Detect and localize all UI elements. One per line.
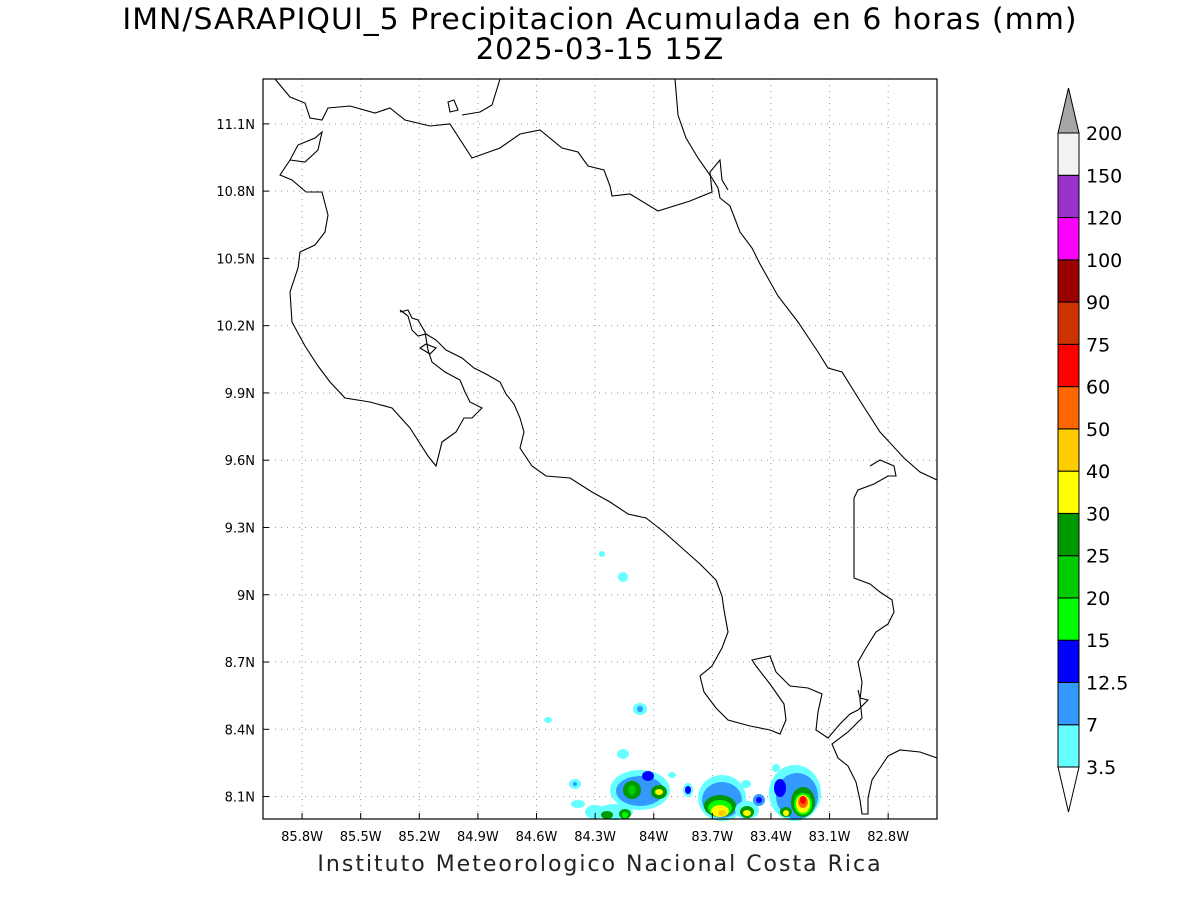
lon-tick-label: 85.8W [281,830,323,845]
rain-cell [573,782,577,786]
rain-cell [618,572,628,582]
colorbar-level-label: 50 [1086,419,1110,441]
map-frame [262,78,938,820]
island-chira [418,343,437,355]
lat-tick-label: 10.2N [216,320,255,335]
lat-tick-label: 9.3N [225,521,255,536]
rain-cell [685,786,691,794]
nicoya-pacific-coast [279,130,483,468]
colorbar-level-label: 60 [1086,377,1110,399]
colorbar-swatch [1057,555,1080,599]
caribbean-coast [674,78,938,481]
lat-tick-label: 9.9N [225,387,255,402]
rain-cell [655,789,663,795]
colorbar-level-label: 3.5 [1086,757,1116,779]
lon-tick-label: 83.1W [809,830,851,845]
lat-tick-label: 9.6N [225,454,255,469]
colorbar-level-label: 100 [1086,250,1122,272]
lon-tick-label: 84W [639,830,669,845]
colorbar-level-label: 40 [1086,461,1110,483]
colorbar-level-label: 15 [1086,630,1110,652]
rain-cell [772,764,780,772]
colorbar-level-label: 7 [1086,715,1098,737]
rain-cell [783,810,789,816]
colorbar-swatch [1057,132,1080,176]
colorbar-swatch [1057,174,1080,219]
colorbar-swatch [1057,386,1080,430]
lat-tick-label: 11.1N [216,118,255,133]
rain-cell [756,797,762,803]
rain-cell [599,551,605,557]
rain-cell [601,811,613,819]
colorbar-under-arrow [1057,766,1080,813]
lon-tick-label: 83.7W [691,830,733,845]
colorbar-swatch [1057,724,1080,768]
lon-tick-label: 83.4W [750,830,792,845]
rain-cell [718,810,726,816]
caribbean-coast-north [461,78,501,116]
rain-cell [668,772,676,778]
map-subtitle-datetime: 2025-03-15 15Z [475,32,725,66]
longitude-axis: 85.8W 85.5W 85.2W 84.9W 84.6W 84.3W 84W 83.7W 83… [281,813,909,845]
rain-cell [774,779,786,797]
colorbar-swatch [1057,512,1080,557]
rain-cell [637,706,643,712]
colorbar-level-label: 90 [1086,292,1110,314]
colorbar-over-arrow [1057,87,1080,134]
lon-tick-label: 84.6W [516,830,558,845]
colorbar-legend: 3.5 7 12.5 15 20 25 30 40 50 60 75 90 100 120 150 200 [1057,87,1128,813]
colorbar-swatch [1057,681,1080,726]
lon-tick-label: 85.5W [340,830,382,845]
colorbar-level-label: 150 [1086,165,1122,187]
rain-cell [571,800,585,808]
lon-tick-label: 85.2W [398,830,440,845]
map-background [263,79,937,819]
lat-tick-label: 10.8N [216,185,255,200]
lon-tick-label: 84.3W [574,830,616,845]
rain-cell [800,796,806,804]
lat-tick-label: 8.4N [225,723,255,738]
colorbar-swatch [1057,217,1080,261]
colorbar-swatch [1057,639,1080,683]
colorbar-swatch [1057,428,1080,472]
lat-tick-label: 8.1N [225,791,255,806]
map-grid [263,79,937,819]
colorbar-level-label: 12.5 [1086,672,1128,694]
rain-cell [617,749,629,759]
colorbar-swatch [1057,470,1080,514]
lon-tick-label: 82.8W [867,830,909,845]
map-title: IMN/SARAPIQUI_5 Precipitacion Acumulada … [122,2,1078,36]
colorbar-swatch [1057,597,1080,641]
rain-cell [743,810,751,816]
island-north [447,99,459,113]
precipitation-field [544,551,821,821]
rain-cell [741,780,751,788]
colorbar-level-label: 20 [1086,588,1110,610]
lon-tick-label: 84.9W [457,830,499,845]
rain-cell [642,771,654,781]
rain-cell [544,717,552,723]
gulf-of-nicoya-inner [399,309,870,739]
colorbar-swatch [1057,259,1080,303]
colorbar-swatch [1057,301,1080,345]
lat-tick-label: 10.5N [216,252,255,267]
lat-tick-label: 8.7N [225,656,255,671]
colorbar-level-label: 30 [1086,503,1110,525]
colorbar-level-label: 200 [1086,123,1122,145]
colorbar-level-label: 25 [1086,546,1110,568]
nicaragua-coast-north [274,78,729,212]
rain-cell [622,812,628,818]
coastlines [274,78,938,815]
colorbar-level-label: 75 [1086,334,1110,356]
colorbar-swatch [1057,343,1080,388]
lat-tick-label: 9N [237,589,255,604]
rain-cell [628,785,636,795]
panama-border [831,459,938,815]
footer-credit: Instituto Meteorologico Nacional Costa R… [317,852,883,877]
colorbar-level-label: 120 [1086,208,1122,230]
latitude-axis: 8.1N 8.4N 8.7N 9N 9.3N 9.6N 9.9N 10.2N 10.5N 10.8… [216,118,269,806]
